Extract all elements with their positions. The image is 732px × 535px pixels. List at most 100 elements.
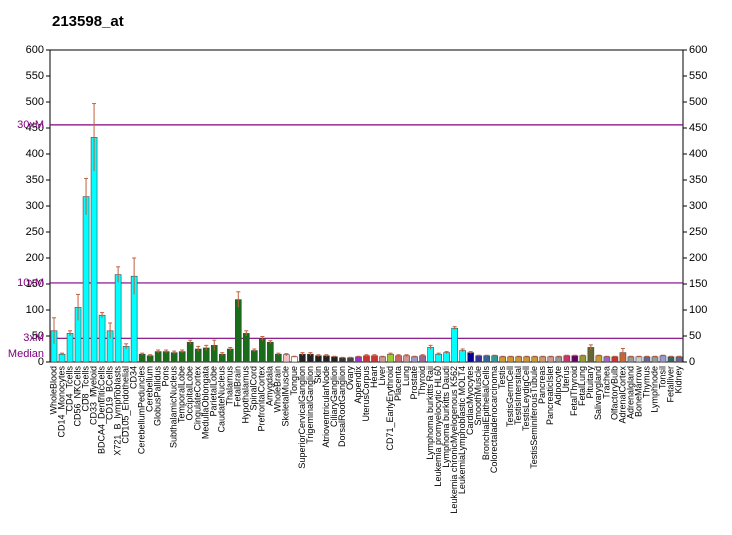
x-tick-label: DorsalRootGanglion: [337, 366, 347, 447]
x-tick-label: CiliaryGanglion: [329, 366, 339, 427]
x-tick-label: CD8_Tcells: [80, 366, 90, 412]
y2-tick-label: 600: [689, 44, 707, 56]
bar: [58, 353, 66, 363]
y2-tick-label: 550: [689, 70, 707, 82]
bar: [331, 356, 338, 363]
x-tick-label: AdrenalCortex: [617, 366, 627, 424]
x-tick-label: SpinalCord: [249, 366, 259, 411]
x-tick-label: CD33_Myeloid: [88, 366, 98, 425]
x-tick-label: TemporalLobe: [177, 366, 187, 423]
x-tick-label: Thalamus: [225, 366, 235, 406]
x-tick-label: Thyroid: [417, 366, 427, 396]
bar: [643, 356, 651, 363]
x-tick-label: Lymphoma burkitts Raji: [425, 366, 435, 460]
x-tick-label: Hypothalamus: [241, 366, 251, 424]
x-tick-label: BDCA4_DentriticCells: [96, 366, 106, 455]
y2-tick-label: 400: [689, 148, 707, 160]
x-tick-label: CardiacMyocytes: [465, 366, 475, 436]
x-tick-label: CaudateNucleus: [217, 366, 227, 433]
bar: [427, 347, 434, 363]
x-tick-label: CD105_Endothelial: [120, 366, 130, 444]
x-tick-label: CerebellumPeduncles: [137, 366, 147, 455]
y-tick-label: 450: [26, 122, 44, 134]
x-tick-label: Leukemia promyelocytic HL60: [433, 366, 443, 487]
reference-label: 10xM: [17, 277, 44, 289]
x-tick-label: SkeletalMuscle: [281, 366, 291, 427]
reference-label: Median: [8, 348, 44, 360]
bar: [675, 356, 683, 363]
x-tick-label: Kidney: [673, 366, 683, 394]
x-tick-label: PancreaticIslet: [545, 366, 555, 426]
x-tick-label: ParietalLobe: [209, 366, 219, 417]
x-tick-label: TestisLeydigCell: [521, 366, 531, 431]
x-tick-label: Amygdala: [265, 366, 275, 406]
x-tick-label: WholeBlood: [48, 366, 58, 415]
x-tick-label: Placenta: [393, 366, 403, 401]
x-tick-label: SmoothMuscle: [473, 366, 483, 426]
y2-tick-label: 50: [689, 330, 701, 342]
bar: [595, 355, 603, 363]
bar: [283, 354, 290, 363]
y2-tick-label: 100: [689, 304, 707, 316]
y-tick-label: 100: [26, 304, 44, 316]
x-tick-label: OccipitalLobe: [185, 366, 195, 421]
y2-tick-label: 450: [689, 122, 707, 134]
x-tick-label: BronchialEpithelialCells: [481, 366, 491, 461]
y2-tick-label: 250: [689, 226, 707, 238]
bar: [186, 341, 194, 363]
x-tick-label: Fetalliver: [665, 366, 675, 403]
x-tick-label: Pituitary: [585, 366, 595, 399]
x-tick-label: Testis: [497, 366, 507, 390]
bar: [451, 327, 458, 363]
bar: [251, 350, 258, 363]
y-tick-label: 350: [26, 174, 44, 186]
bar: [379, 356, 386, 363]
x-tick-label: Pancreas: [537, 366, 547, 405]
x-tick-label: Heart: [369, 366, 379, 389]
x-tick-label: TrigeminalGanglion: [305, 366, 315, 444]
bar: [98, 314, 106, 363]
x-tick-label: Cerebellum: [145, 366, 155, 412]
bar: [555, 356, 563, 363]
x-tick-label: CingulateCortex: [193, 366, 203, 431]
bar: [507, 356, 515, 363]
bar: [411, 356, 418, 363]
x-tick-label: OlfactoryBulb: [609, 366, 619, 420]
x-tick-label: Salivarygland: [593, 366, 603, 420]
y-tick-label: 150: [26, 278, 44, 290]
y2-tick-label: 500: [689, 96, 707, 108]
x-tick-label: AtrioventricularNode: [321, 366, 331, 448]
y2-tick-label: 200: [689, 252, 707, 264]
y-tick-label: 200: [26, 252, 44, 264]
x-tick-label: Liver: [377, 366, 387, 386]
y-tick-label: 50: [32, 330, 44, 342]
x-tick-label: Leukemia chronicMyelogenous K562: [449, 366, 459, 514]
reference-label: 3xM: [23, 332, 44, 344]
bar: [355, 356, 362, 363]
x-tick-label: Adipocyte: [553, 366, 563, 406]
x-tick-label: Lymphoma burkitts Daudi: [441, 366, 451, 468]
bar: [627, 356, 635, 363]
bar: [547, 356, 555, 363]
x-tick-label: LeukemiaLymphoblastic MOLT4: [457, 366, 467, 494]
bar: [243, 333, 250, 363]
bar: [515, 356, 523, 363]
plot-frame: [49, 49, 684, 363]
x-tick-label: Colorectaladenocarcinoma: [489, 366, 499, 473]
y2-tick-label: 0: [689, 356, 695, 368]
x-tick-label: Prostate: [409, 366, 419, 400]
x-tick-label: Lung: [401, 366, 411, 386]
x-tick-label: Tonsil: [657, 366, 667, 389]
bar: [467, 352, 474, 363]
bar: [499, 356, 507, 363]
bar: [339, 357, 346, 363]
bar: [491, 355, 499, 363]
bar: [523, 356, 531, 363]
x-tick-label: Appendix: [353, 366, 363, 404]
y2-tick-label: 350: [689, 174, 707, 186]
x-tick-label: CD14_Monocytes: [56, 366, 66, 438]
bar: [275, 353, 282, 363]
x-tick-label: SuperiorCervicalGanglion: [297, 366, 307, 469]
bar: [611, 356, 619, 363]
